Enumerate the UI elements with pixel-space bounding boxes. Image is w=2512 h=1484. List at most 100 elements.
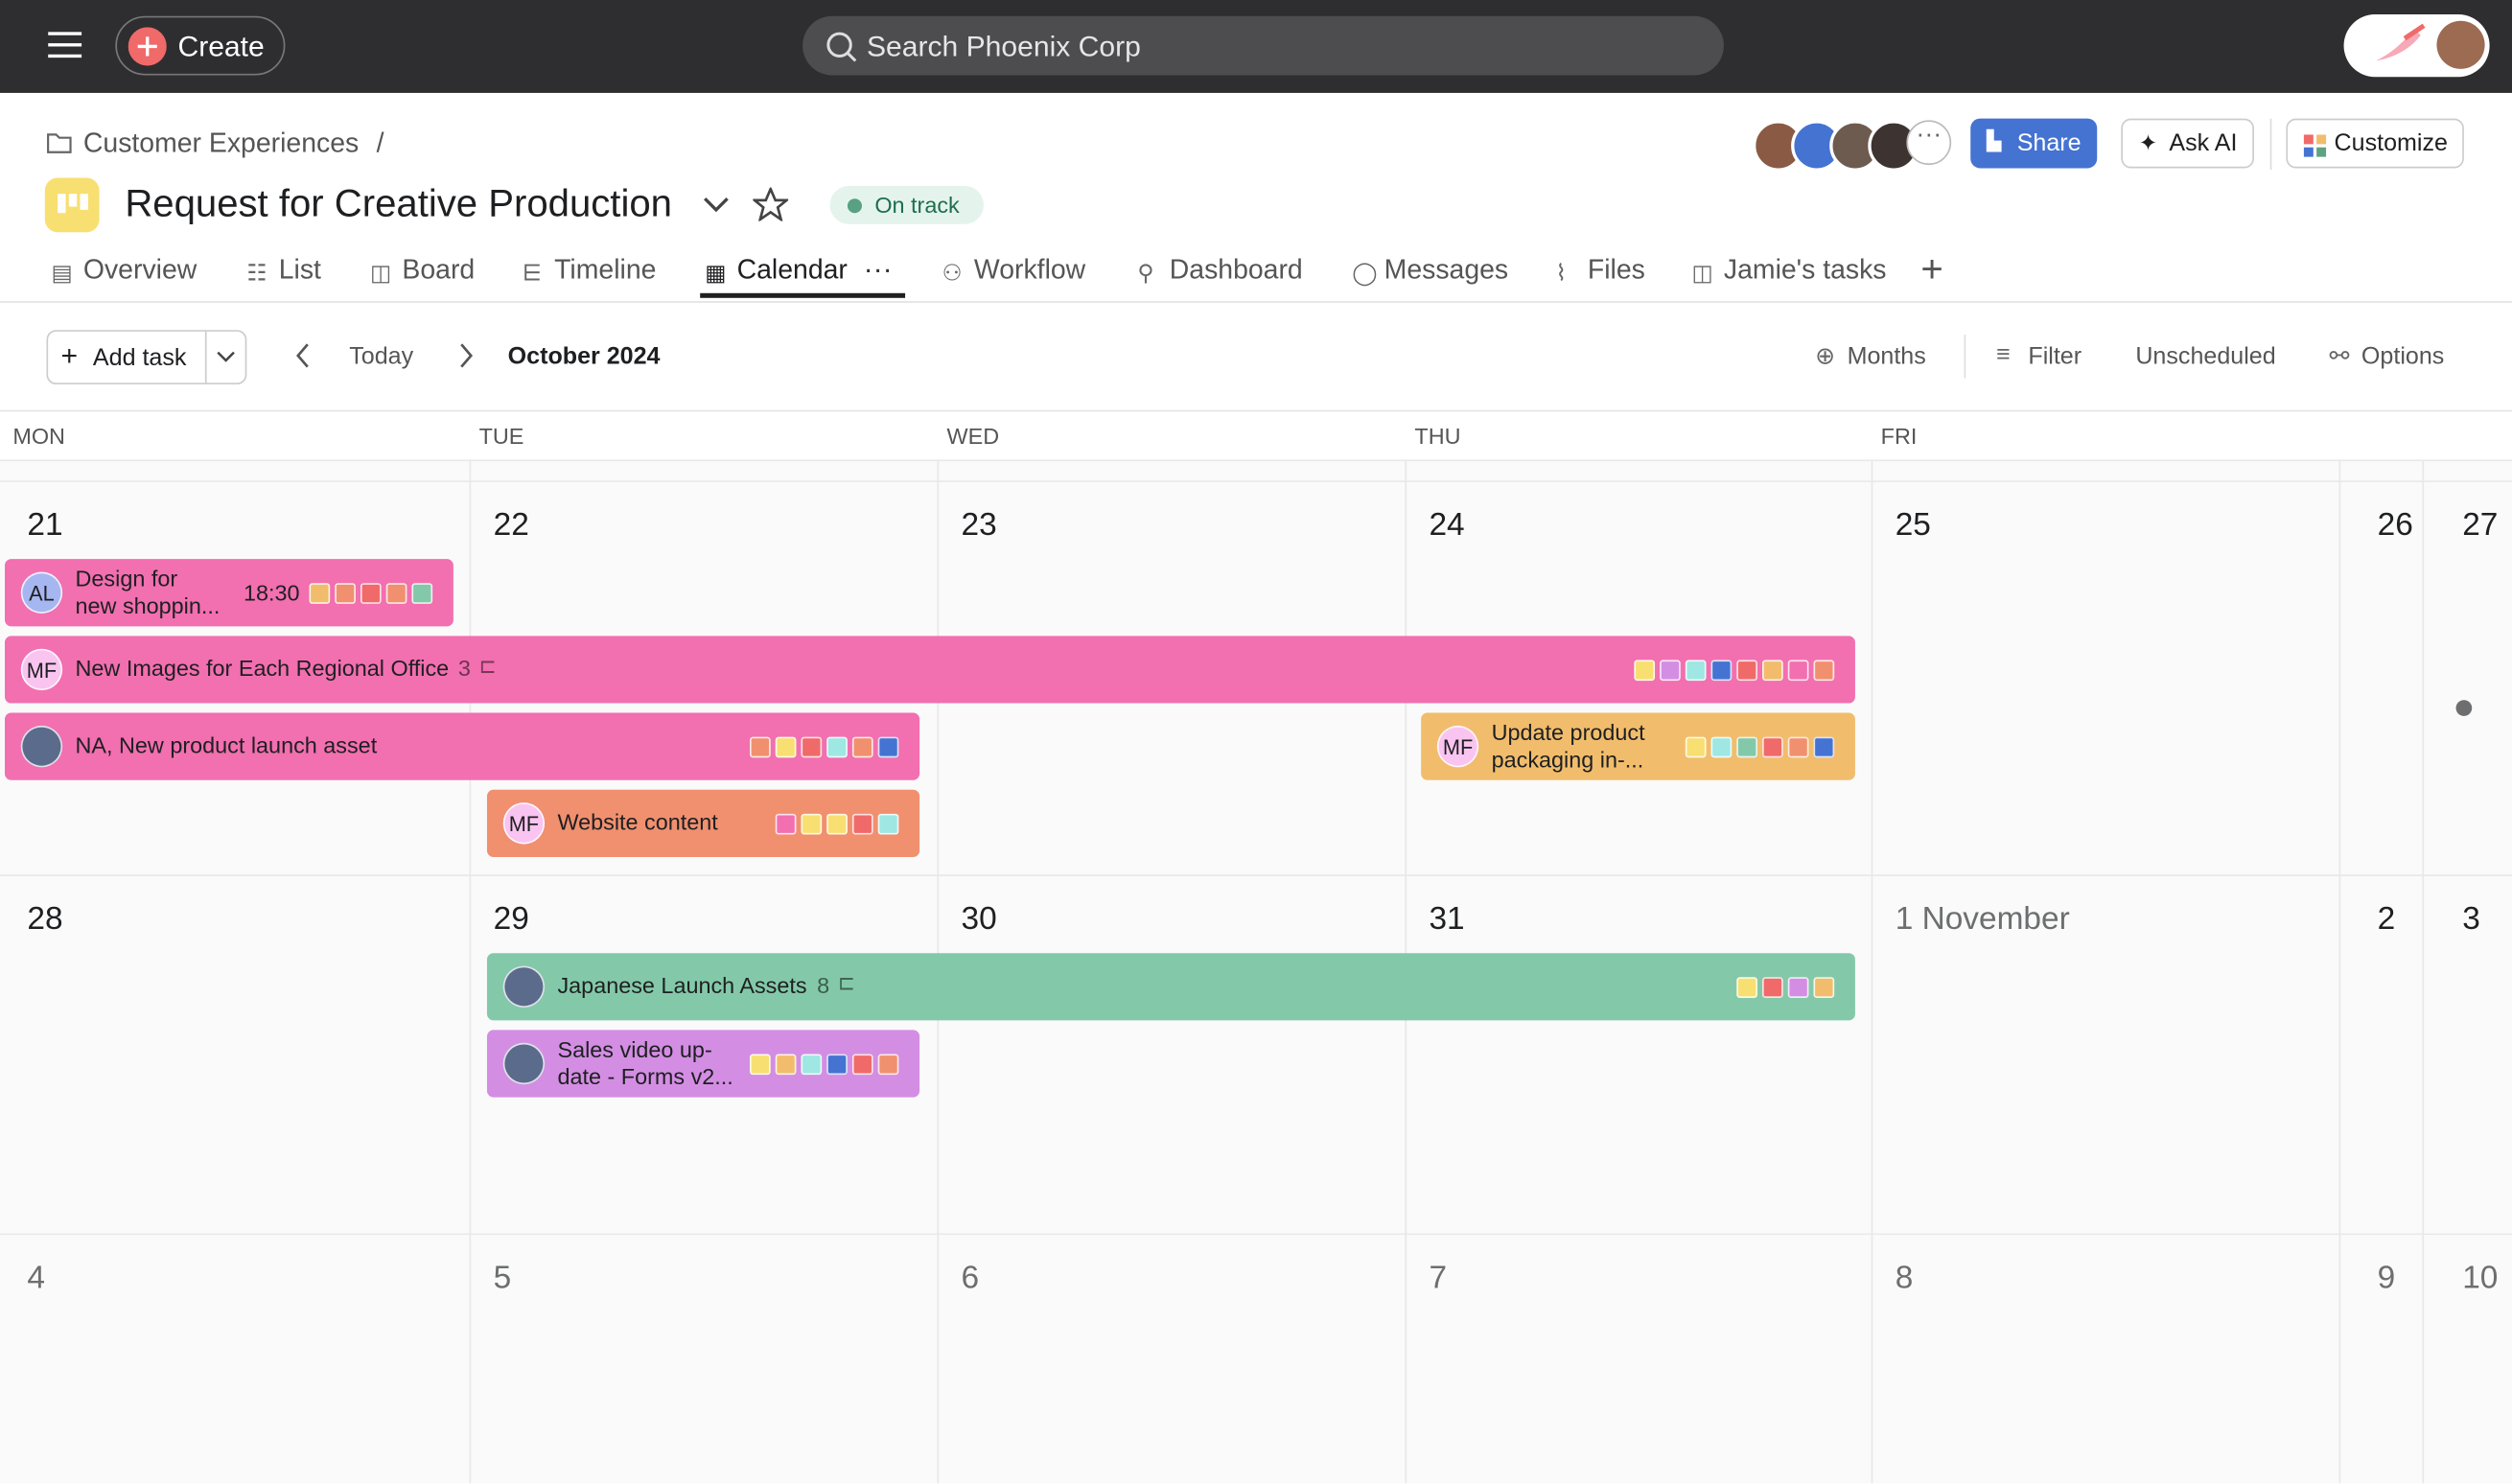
title-dropdown[interactable] — [702, 196, 731, 215]
assignee-avatar: MF — [20, 648, 63, 691]
task-card[interactable]: NA, New product launch asset — [5, 712, 920, 780]
tag-swatch — [1660, 660, 1681, 682]
day-number: 1 November — [1895, 901, 2070, 938]
search-box[interactable]: Search Phoenix Corp — [802, 15, 1724, 76]
status-pill[interactable]: On track — [829, 185, 984, 224]
tag-swatch — [851, 736, 873, 758]
tag-swatch — [826, 736, 848, 758]
tab[interactable]: Board — [402, 254, 476, 286]
day-number: 27 — [2462, 507, 2499, 544]
tab[interactable]: Jamie's tasks — [1723, 254, 1887, 286]
tab[interactable]: Overview — [82, 254, 198, 286]
weekend-dot — [2455, 700, 2473, 716]
tab[interactable]: Timeline — [554, 254, 657, 286]
task-card[interactable]: MF Website content — [486, 789, 920, 857]
task-name-line: new shoppin... — [75, 592, 221, 618]
customize-icon — [2303, 134, 2327, 157]
icon-bar — [58, 194, 66, 214]
day-number: 4 — [27, 1261, 45, 1296]
subtask-count: 8 — [817, 972, 830, 998]
tab[interactable]: Files — [1587, 254, 1645, 286]
breadcrumb[interactable]: Customer Experiences — [82, 128, 360, 159]
tag-swatch — [877, 1054, 899, 1076]
ask-ai-button[interactable]: ✦ Ask AI — [2121, 118, 2254, 169]
tab-icon: ⚲ — [1137, 259, 1154, 286]
tab-icon: ▤ — [51, 259, 73, 286]
next-arrow[interactable] — [458, 343, 475, 369]
sparkle-icon: ✦ — [2138, 129, 2158, 156]
task-name-line: Update product — [1491, 719, 1645, 745]
prev-arrow[interactable] — [294, 343, 311, 369]
tag-swatch — [877, 813, 899, 835]
account-pill[interactable] — [2343, 14, 2490, 78]
tag-swatch — [826, 1054, 848, 1076]
add-task-label: Add task — [92, 344, 187, 372]
create-label: Create — [177, 30, 265, 63]
task-name-line: date - Forms v2... — [557, 1063, 733, 1090]
day-number: 21 — [27, 507, 63, 544]
tag-swatch — [1787, 977, 1809, 998]
task-card[interactable]: AL Design for new shoppin... 18:30 — [5, 559, 454, 627]
weekday-label: TUE — [478, 423, 524, 449]
week-strip — [0, 461, 2512, 481]
day-number: 3 — [2462, 901, 2480, 938]
subtask-icon: ⊏ — [478, 653, 497, 678]
task-name-line: Website content — [557, 808, 718, 835]
star-icon[interactable] — [753, 187, 789, 221]
project-icon — [44, 177, 100, 233]
toolbar-divider — [0, 409, 2512, 412]
create-button[interactable]: Create — [115, 15, 286, 76]
task-card[interactable]: Japanese Launch Assets 8 ⊏ — [486, 953, 1855, 1021]
tab[interactable]: Dashboard — [1169, 254, 1303, 286]
action-icon: ⊕ — [1815, 342, 1836, 370]
tag-swatch — [411, 583, 433, 604]
project-title: Request for Creative Production — [125, 182, 672, 226]
tab[interactable]: Workflow — [973, 254, 1086, 286]
plus: + — [60, 339, 79, 372]
tab[interactable]: Messages — [1384, 254, 1509, 286]
subtask-count: 3 — [457, 655, 471, 682]
tab-more[interactable]: ··· — [863, 253, 893, 286]
tab-icon: ⋿ — [522, 259, 543, 286]
grid-line — [0, 1233, 2512, 1236]
customize-button[interactable]: Customize — [2286, 118, 2464, 169]
divider — [2269, 118, 2272, 171]
add-task-button[interactable]: + Add task — [46, 330, 247, 385]
task-card[interactable]: MF New Images for Each Regional Office 3 ⊏ — [5, 636, 1855, 704]
tab[interactable]: Calendar — [736, 254, 848, 286]
add-tab[interactable]: + — [1920, 247, 1943, 292]
task-card[interactable]: Sales video up-date - Forms v2... — [486, 1030, 920, 1098]
members[interactable]: ··· — [1752, 120, 1952, 172]
task-name: New Images for Each Regional Office — [76, 655, 450, 682]
toolbar-action[interactable]: Filter — [2028, 342, 2082, 370]
add-task-dropdown[interactable] — [217, 351, 236, 363]
task-time: 18:30 — [243, 579, 300, 606]
share-button[interactable]: ▙ Share — [1970, 118, 2098, 169]
subtask-icon: ⊏ — [837, 970, 856, 995]
toolbar-action[interactable]: Options — [2361, 342, 2445, 370]
tab-icon: ◫ — [1691, 259, 1713, 286]
task-name: Japanese Launch Assets — [557, 972, 806, 999]
day-number: 31 — [1429, 901, 1465, 938]
tag-swatch — [1762, 977, 1783, 998]
tab[interactable]: List — [278, 254, 321, 286]
tag-swatch — [801, 813, 823, 835]
tab-icon: ⌇ — [1555, 259, 1567, 286]
toolbar-action[interactable]: Months — [1847, 342, 1926, 370]
tab-icon: ☷ — [246, 259, 267, 286]
weekday-label: THU — [1414, 423, 1461, 449]
menu-icon[interactable] — [48, 31, 82, 59]
tag-swatch — [385, 583, 407, 604]
toolbar-action[interactable]: Unscheduled — [2135, 342, 2276, 370]
task-card[interactable]: MF Update product packaging in-... — [1421, 712, 1855, 780]
task-name-line: Design for — [75, 565, 178, 591]
task-name: Design for new shoppin... — [76, 566, 221, 620]
assignee-avatar: MF — [502, 802, 546, 845]
customize-label: Customize — [2334, 129, 2448, 157]
tag-swatch — [749, 1054, 771, 1076]
day-number: 23 — [961, 507, 997, 544]
grid-line — [469, 459, 472, 1484]
icon-bar — [80, 194, 88, 210]
today-button[interactable]: Today — [349, 342, 414, 370]
